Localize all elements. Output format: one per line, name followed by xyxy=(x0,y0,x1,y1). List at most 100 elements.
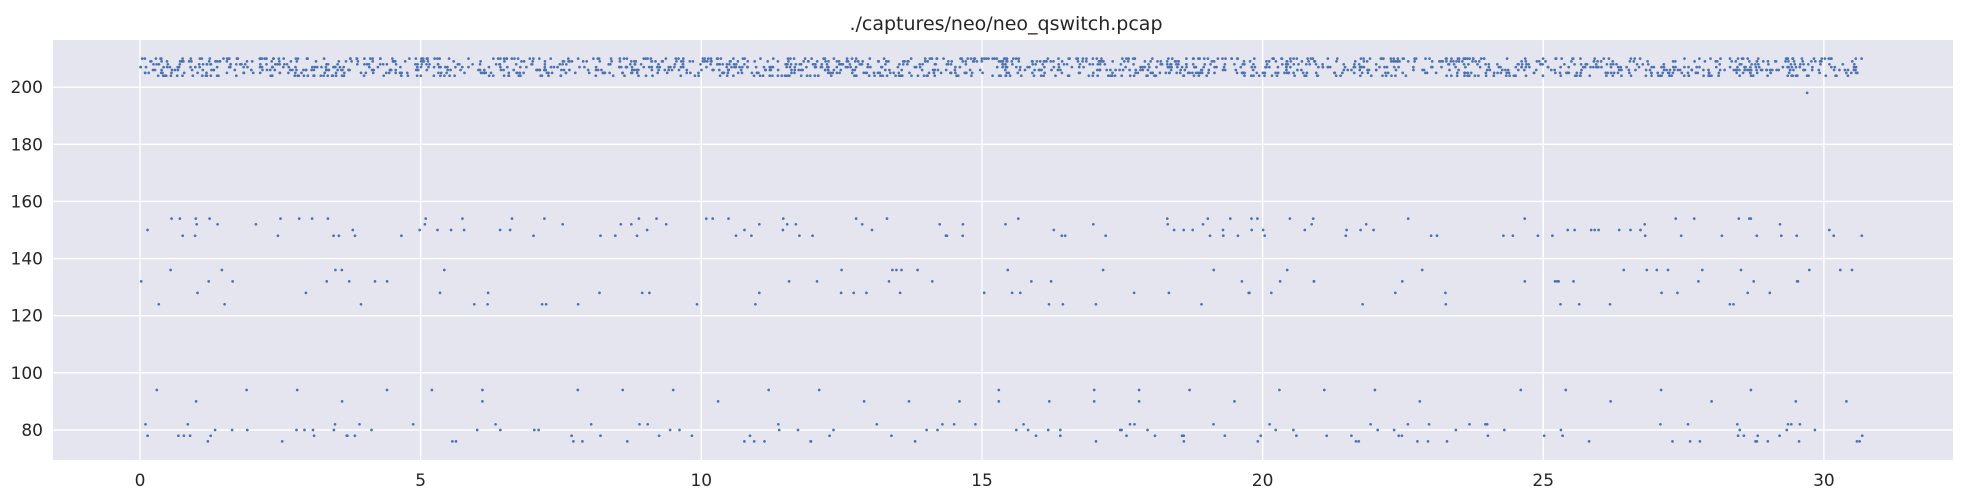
data-point xyxy=(1854,68,1857,72)
data-point xyxy=(325,280,329,283)
data-point xyxy=(425,62,428,66)
data-point xyxy=(1560,57,1564,60)
data-point xyxy=(732,74,735,78)
data-point xyxy=(810,57,813,60)
data-point xyxy=(786,74,790,78)
data-point xyxy=(1810,60,1813,63)
data-point xyxy=(1786,74,1790,78)
data-point xyxy=(1401,71,1405,75)
data-point xyxy=(1659,422,1662,426)
data-point xyxy=(1221,68,1225,72)
data-point xyxy=(633,62,637,66)
data-point xyxy=(1813,60,1817,63)
data-point xyxy=(897,74,901,78)
data-point xyxy=(243,62,247,66)
data-point xyxy=(1128,68,1131,72)
data-point xyxy=(826,68,830,72)
data-point xyxy=(568,68,571,72)
data-point xyxy=(995,57,999,60)
data-point xyxy=(1755,234,1759,238)
data-point xyxy=(578,65,581,69)
data-point xyxy=(415,74,419,78)
data-point xyxy=(1440,65,1443,69)
data-point xyxy=(1046,428,1050,432)
data-point xyxy=(1091,71,1095,75)
data-point xyxy=(1060,71,1064,75)
data-point xyxy=(850,57,854,60)
data-point xyxy=(340,400,344,403)
data-point xyxy=(738,65,741,69)
data-point xyxy=(1473,74,1477,78)
data-point xyxy=(1400,434,1404,438)
data-point xyxy=(1597,228,1600,232)
data-point xyxy=(507,71,511,75)
data-point xyxy=(754,302,757,306)
data-point xyxy=(1666,268,1670,272)
data-point xyxy=(215,74,219,78)
data-point xyxy=(671,388,675,392)
data-point xyxy=(1580,68,1583,72)
data-point xyxy=(324,68,328,72)
data-point xyxy=(246,65,249,69)
data-point xyxy=(1169,68,1173,72)
data-point xyxy=(1635,62,1639,66)
data-point xyxy=(1397,434,1401,438)
data-point xyxy=(1126,60,1130,63)
data-point xyxy=(487,74,491,78)
data-point xyxy=(1692,217,1696,220)
data-point xyxy=(480,71,484,75)
data-point xyxy=(913,440,917,443)
data-point xyxy=(1478,65,1482,69)
data-point xyxy=(1841,62,1845,66)
data-point xyxy=(740,65,744,69)
data-point xyxy=(1265,62,1269,66)
data-point xyxy=(1098,68,1102,72)
data-point xyxy=(363,57,366,60)
data-point xyxy=(1611,62,1615,66)
data-point xyxy=(359,71,363,75)
data-point xyxy=(489,71,493,75)
data-point xyxy=(170,71,173,75)
data-point xyxy=(868,57,872,60)
data-point xyxy=(334,74,338,78)
data-point xyxy=(140,57,144,60)
data-point xyxy=(706,57,710,60)
data-point xyxy=(200,57,204,60)
data-point xyxy=(508,228,512,232)
data-point xyxy=(1567,65,1571,69)
data-point xyxy=(1067,57,1071,60)
data-point xyxy=(611,74,615,78)
data-point xyxy=(227,57,231,60)
data-point xyxy=(358,422,361,426)
data-point xyxy=(1314,62,1318,66)
data-point xyxy=(1146,68,1150,72)
data-point xyxy=(1817,68,1821,72)
data-point xyxy=(545,71,549,75)
data-point xyxy=(1353,60,1357,63)
data-point xyxy=(1352,65,1356,69)
data-point xyxy=(406,74,410,78)
data-point xyxy=(1594,65,1598,69)
data-point xyxy=(320,65,323,69)
data-point xyxy=(154,57,158,60)
data-point xyxy=(1362,65,1366,69)
data-point xyxy=(225,71,229,75)
data-point xyxy=(1487,62,1491,66)
data-point xyxy=(613,234,617,238)
data-point xyxy=(1391,60,1395,63)
data-point xyxy=(1018,68,1022,72)
data-point xyxy=(1202,57,1206,60)
data-point xyxy=(913,65,917,69)
data-point xyxy=(373,280,377,283)
data-point xyxy=(637,217,641,220)
data-point xyxy=(1736,65,1739,69)
data-point xyxy=(1060,60,1064,63)
data-point xyxy=(1158,71,1162,75)
data-point xyxy=(498,428,502,432)
data-point xyxy=(709,60,713,63)
data-point xyxy=(454,440,458,443)
y-tick-label: 80 xyxy=(21,421,43,441)
data-point xyxy=(1221,228,1225,232)
data-point xyxy=(1014,428,1018,432)
data-point xyxy=(964,60,968,63)
